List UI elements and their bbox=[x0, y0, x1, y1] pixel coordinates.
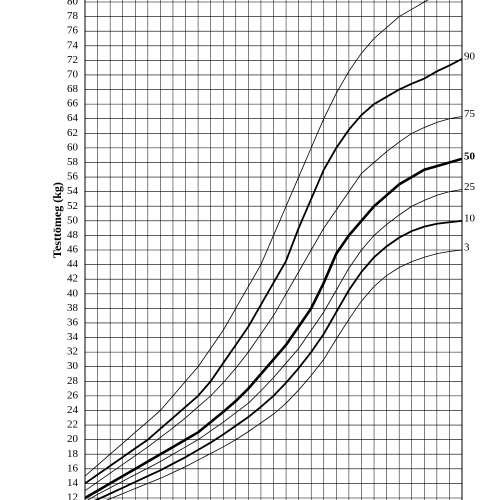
y-tick-label: 58 bbox=[67, 156, 79, 168]
y-tick-label: 52 bbox=[67, 200, 78, 212]
series-label: 25 bbox=[464, 181, 476, 193]
y-tick-label: 50 bbox=[67, 214, 79, 226]
y-tick-label: 56 bbox=[67, 171, 79, 183]
y-tick-label: 34 bbox=[67, 331, 79, 343]
y-tick-label: 46 bbox=[67, 244, 79, 256]
percentile-line bbox=[85, 157, 462, 500]
series-label: 10 bbox=[464, 212, 476, 224]
percentile-line bbox=[105, 249, 462, 500]
percentile-line bbox=[85, 116, 462, 492]
series-label: 75 bbox=[464, 108, 476, 120]
y-tick-label: 14 bbox=[67, 477, 79, 489]
y-tick-label: 44 bbox=[67, 258, 79, 270]
y-tick-label: 54 bbox=[67, 185, 79, 197]
y-tick-label: 22 bbox=[67, 419, 78, 431]
y-tick-label: 62 bbox=[67, 127, 78, 139]
percentile-line bbox=[94, 219, 462, 500]
y-tick-label: 38 bbox=[67, 302, 79, 314]
y-tick-label: 64 bbox=[67, 112, 79, 124]
series-label: 90 bbox=[464, 50, 476, 62]
y-tick-label: 74 bbox=[67, 39, 79, 51]
y-tick-label: 28 bbox=[67, 375, 79, 387]
y-tick-label: 66 bbox=[67, 98, 79, 110]
percentile-line bbox=[87, 189, 462, 500]
percentile-line bbox=[85, 0, 429, 477]
y-tick-label: 68 bbox=[67, 83, 79, 95]
y-tick-label: 78 bbox=[67, 10, 79, 22]
y-tick-label: 16 bbox=[67, 462, 79, 474]
y-tick-label: 40 bbox=[67, 287, 79, 299]
y-tick-label: 80 bbox=[67, 0, 79, 8]
y-tick-label: 20 bbox=[67, 433, 79, 445]
y-tick-label: 36 bbox=[67, 316, 79, 328]
y-axis-title: Testtömeg (kg) bbox=[50, 182, 64, 258]
y-tick-label: 72 bbox=[67, 54, 78, 66]
y-tick-label: 70 bbox=[67, 68, 79, 80]
y-tick-label: 26 bbox=[67, 389, 79, 401]
y-tick-label: 12 bbox=[67, 492, 78, 500]
plot-area bbox=[85, 0, 462, 500]
y-tick-label: 32 bbox=[67, 346, 78, 358]
y-tick-label: 60 bbox=[67, 141, 79, 153]
series-label: 50 bbox=[464, 150, 476, 162]
y-tick-label: 18 bbox=[67, 448, 79, 460]
y-tick-label: 30 bbox=[67, 360, 79, 372]
series-label: 3 bbox=[464, 242, 470, 254]
percentile-line bbox=[85, 58, 462, 485]
y-tick-label: 48 bbox=[67, 229, 79, 241]
y-tick-label: 24 bbox=[67, 404, 79, 416]
y-tick-label: 42 bbox=[67, 273, 78, 285]
y-tick-label: 76 bbox=[67, 25, 79, 37]
